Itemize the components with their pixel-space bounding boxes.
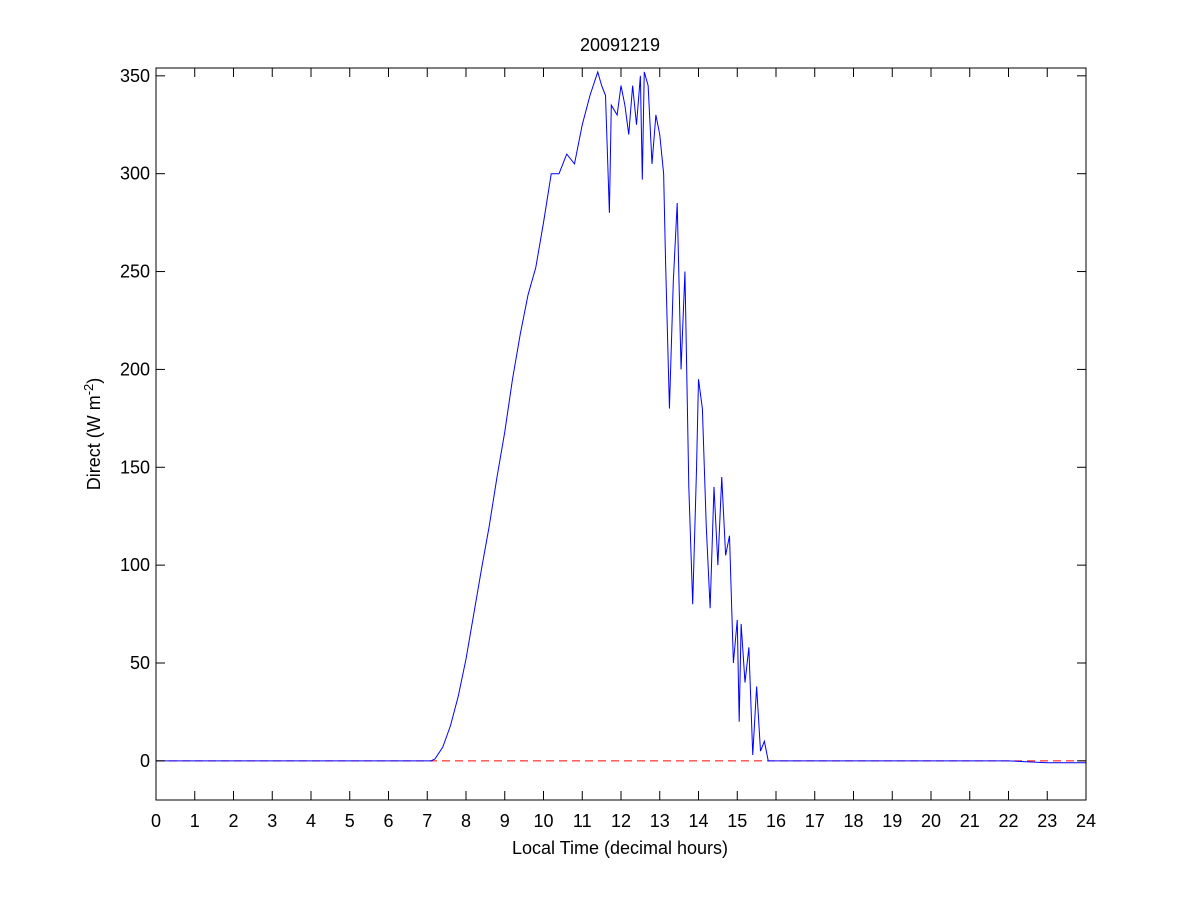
x-tick-label: 7: [422, 811, 432, 831]
y-tick-label: 50: [130, 653, 150, 673]
y-label-end: ): [84, 378, 104, 384]
x-tick-label: 9: [500, 811, 510, 831]
x-tick-label: 13: [650, 811, 670, 831]
plot-area: 0 1 2 3 4 5 6 7 8 9 10 11 12 13 14 15 16 17 18 19 20 21 22 23 24…: [120, 66, 1096, 831]
x-tick-label: 10: [533, 811, 553, 831]
y-tick-label: 0: [140, 751, 150, 771]
x-tick-label: 16: [766, 811, 786, 831]
x-tick-label: 24: [1076, 811, 1096, 831]
x-tick-label: 15: [727, 811, 747, 831]
y-label-text: Direct (W m: [84, 395, 104, 490]
y-tick-label: 200: [120, 359, 150, 379]
y-tick-label: 100: [120, 555, 150, 575]
x-tick-label: 1: [190, 811, 200, 831]
x-tick-label: 22: [998, 811, 1018, 831]
x-tick-label: 0: [151, 811, 161, 831]
x-tick-label: 20: [921, 811, 941, 831]
y-label-superscript: -2: [81, 384, 96, 396]
x-tick-label: 14: [688, 811, 708, 831]
x-tick-label: 21: [960, 811, 980, 831]
x-tick-label: 3: [267, 811, 277, 831]
x-tick-label: 4: [306, 811, 316, 831]
x-axis-label: Local Time (decimal hours): [512, 838, 728, 858]
x-tick-label: 5: [345, 811, 355, 831]
x-tick-label: 11: [573, 811, 592, 831]
chart-title: 20091219: [580, 35, 660, 55]
x-tick-label: 8: [461, 811, 471, 831]
y-tick-label: 350: [120, 66, 150, 86]
x-tick-label: 23: [1037, 811, 1057, 831]
data-line: [156, 70, 1086, 764]
x-tick-label: 19: [882, 811, 902, 831]
y-tick-label: 300: [120, 164, 150, 184]
x-tick-label: 2: [228, 811, 238, 831]
y-axis-label: Direct (W m-2): [81, 378, 104, 491]
x-tick-label: 17: [805, 811, 825, 831]
y-tick-label: 250: [120, 262, 150, 282]
y-tick-label: 150: [120, 457, 150, 477]
x-tick-label: 18: [843, 811, 863, 831]
x-tick-label: 6: [383, 811, 393, 831]
x-tick-label: 12: [611, 811, 631, 831]
